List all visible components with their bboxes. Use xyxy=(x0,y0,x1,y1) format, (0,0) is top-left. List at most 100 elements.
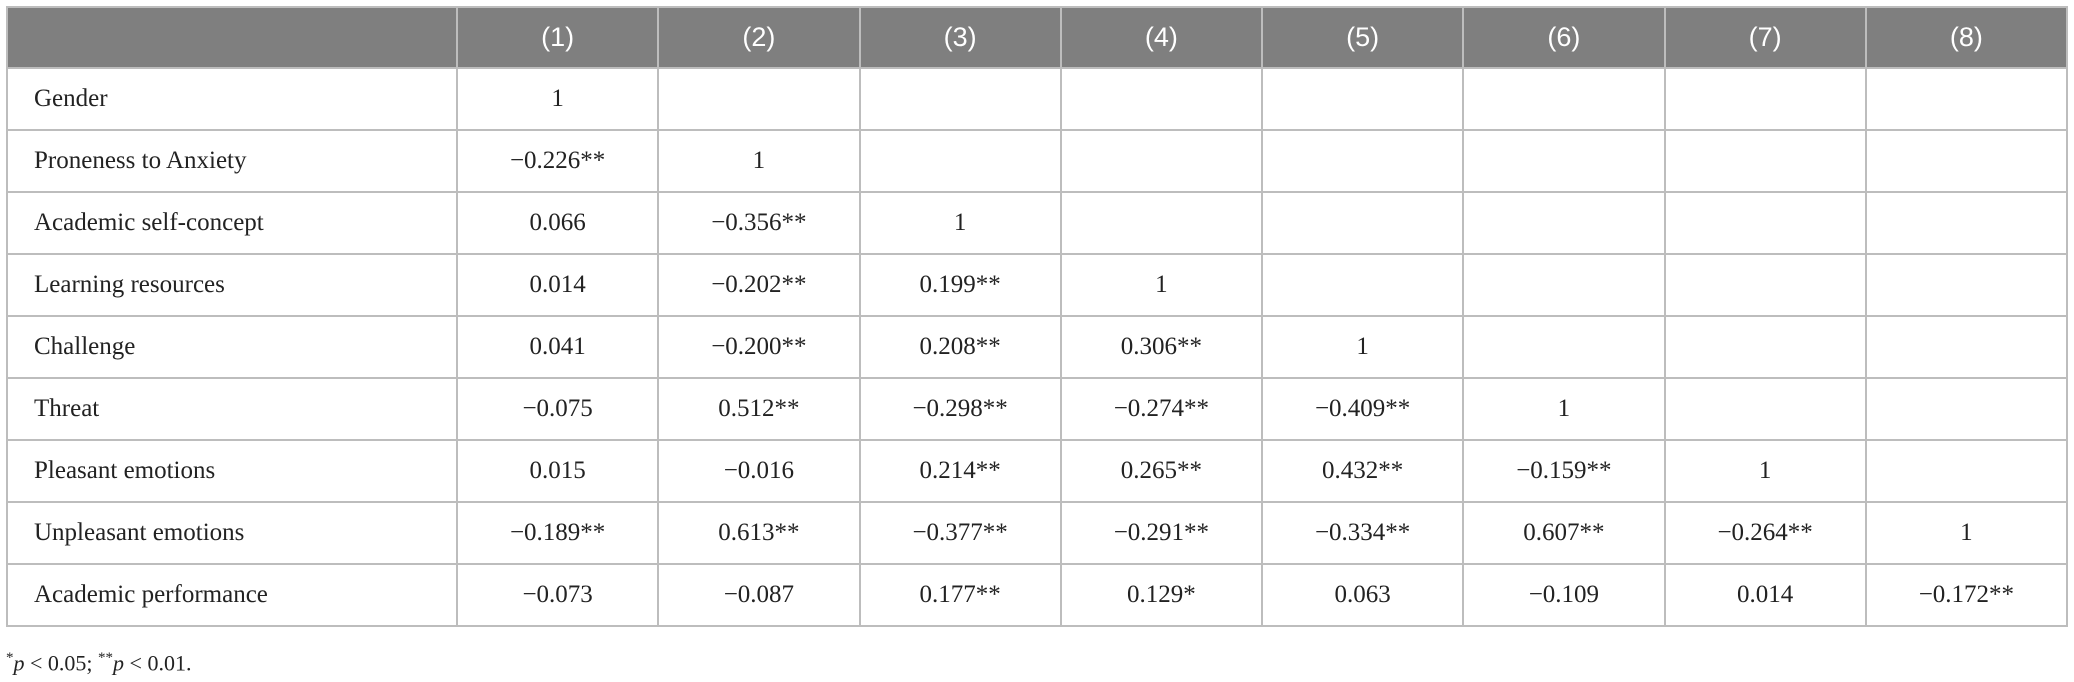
table-row: Challenge 0.041 −0.200** 0.208** 0.306** 1 xyxy=(6,315,2069,379)
table-cell: −0.409** xyxy=(1260,377,1465,441)
row-label: Gender xyxy=(6,67,458,131)
header-cell: (4) xyxy=(1059,6,1264,69)
header-cell: (1) xyxy=(455,6,660,69)
empty-cell xyxy=(1462,315,1666,379)
empty-cell xyxy=(1864,315,2069,379)
table-row: Unpleasant emotions −0.189** 0.613** −0.377… xyxy=(6,501,2069,565)
table-cell: 1 xyxy=(1260,315,1465,379)
empty-cell xyxy=(1663,129,1867,193)
empty-cell xyxy=(1059,67,1264,131)
correlation-table: (1) (2) (3) (4) (5) (6) (7) (8) Gender 1 Pronenes… xyxy=(6,6,2069,627)
row-label: Academic self-concept xyxy=(6,191,458,255)
empty-cell xyxy=(858,67,1062,131)
header-row: (1) (2) (3) (4) (5) (6) (7) (8) xyxy=(6,6,2069,69)
table-row: Gender 1 xyxy=(6,67,2069,131)
empty-cell xyxy=(1663,377,1867,441)
table-cell: 1 xyxy=(1059,253,1264,317)
table-cell: 0.208** xyxy=(858,315,1062,379)
table-row: Academic performance −0.073 −0.087 0.177** 0… xyxy=(6,563,2069,627)
table-cell: −0.087 xyxy=(657,563,861,627)
table-cell: −0.202** xyxy=(657,253,861,317)
empty-cell xyxy=(1864,191,2069,255)
table-cell: 1 xyxy=(657,129,861,193)
empty-cell xyxy=(1864,377,2069,441)
table-row: Pleasant emotions 0.015 −0.016 0.214** 0.265… xyxy=(6,439,2069,503)
empty-cell xyxy=(1663,253,1867,317)
empty-cell xyxy=(1462,67,1666,131)
table-cell: −0.172** xyxy=(1864,563,2069,627)
header-cell: (7) xyxy=(1663,6,1867,69)
footnote-p: p xyxy=(13,650,25,676)
table-cell: 0.199** xyxy=(858,253,1062,317)
table-cell: −0.226** xyxy=(455,129,660,193)
row-label: Pleasant emotions xyxy=(6,439,458,503)
table-cell: 0.129* xyxy=(1059,563,1264,627)
table-cell: 0.432** xyxy=(1260,439,1465,503)
table-cell: 0.041 xyxy=(455,315,660,379)
empty-cell xyxy=(1864,253,2069,317)
table-cell: −0.356** xyxy=(657,191,861,255)
header-cell: (5) xyxy=(1260,6,1465,69)
footnote-text: < 0.01. xyxy=(124,650,192,676)
table-cell: −0.016 xyxy=(657,439,861,503)
table-body: Gender 1 Proneness to Anxiety −0.226** 1 Acad… xyxy=(6,67,2069,627)
header-cell: (3) xyxy=(858,6,1062,69)
empty-cell xyxy=(657,67,861,131)
table-cell: 1 xyxy=(455,67,660,131)
empty-cell xyxy=(1462,129,1666,193)
table-cell: 0.214** xyxy=(858,439,1062,503)
table-cell: −0.274** xyxy=(1059,377,1264,441)
empty-cell xyxy=(1260,191,1465,255)
empty-cell xyxy=(1663,191,1867,255)
table-cell: 0.512** xyxy=(657,377,861,441)
footnote-p: p xyxy=(113,650,125,676)
row-label: Proneness to Anxiety xyxy=(6,129,458,193)
table-row: Learning resources 0.014 −0.202** 0.199** 1 xyxy=(6,253,2069,317)
table-cell: 0.014 xyxy=(455,253,660,317)
footnote-mark: * xyxy=(6,650,14,666)
empty-cell xyxy=(858,129,1062,193)
empty-cell xyxy=(1260,67,1465,131)
table-cell: −0.073 xyxy=(455,563,660,627)
table-cell: −0.377** xyxy=(858,501,1062,565)
row-label: Unpleasant emotions xyxy=(6,501,458,565)
row-label: Academic performance xyxy=(6,563,458,627)
header-cell xyxy=(6,6,458,69)
table-cell: 0.607** xyxy=(1462,501,1666,565)
table-cell: −0.189** xyxy=(455,501,660,565)
empty-cell xyxy=(1260,129,1465,193)
empty-cell xyxy=(1059,129,1264,193)
table-cell: −0.264** xyxy=(1663,501,1867,565)
table-cell: 0.613** xyxy=(657,501,861,565)
empty-cell xyxy=(1864,129,2069,193)
row-label: Challenge xyxy=(6,315,458,379)
header-cell: (2) xyxy=(657,6,861,69)
empty-cell xyxy=(1663,315,1867,379)
table-cell: 0.014 xyxy=(1663,563,1867,627)
table-cell: −0.109 xyxy=(1462,563,1666,627)
table-cell: −0.334** xyxy=(1260,501,1465,565)
table-cell: 1 xyxy=(1462,377,1666,441)
row-label: Threat xyxy=(6,377,458,441)
table-row: Threat −0.075 0.512** −0.298** −0.274** −0.40… xyxy=(6,377,2069,441)
empty-cell xyxy=(1462,253,1666,317)
footnote-text: < 0.05; xyxy=(24,650,99,676)
table-cell: 1 xyxy=(1864,501,2069,565)
empty-cell xyxy=(1663,67,1867,131)
table-cell: −0.200** xyxy=(657,315,861,379)
table-row: Proneness to Anxiety −0.226** 1 xyxy=(6,129,2069,193)
table-cell: 0.306** xyxy=(1059,315,1264,379)
header-cell: (6) xyxy=(1462,6,1666,69)
table-cell: 0.177** xyxy=(858,563,1062,627)
empty-cell xyxy=(1864,439,2069,503)
table-cell: 0.063 xyxy=(1260,563,1465,627)
empty-cell xyxy=(1260,253,1465,317)
table-cell: −0.298** xyxy=(858,377,1062,441)
empty-cell xyxy=(1864,67,2069,131)
table-cell: 1 xyxy=(1663,439,1867,503)
table-cell: −0.159** xyxy=(1462,439,1666,503)
empty-cell xyxy=(1462,191,1666,255)
table-cell: 1 xyxy=(858,191,1062,255)
table-cell: 0.066 xyxy=(455,191,660,255)
